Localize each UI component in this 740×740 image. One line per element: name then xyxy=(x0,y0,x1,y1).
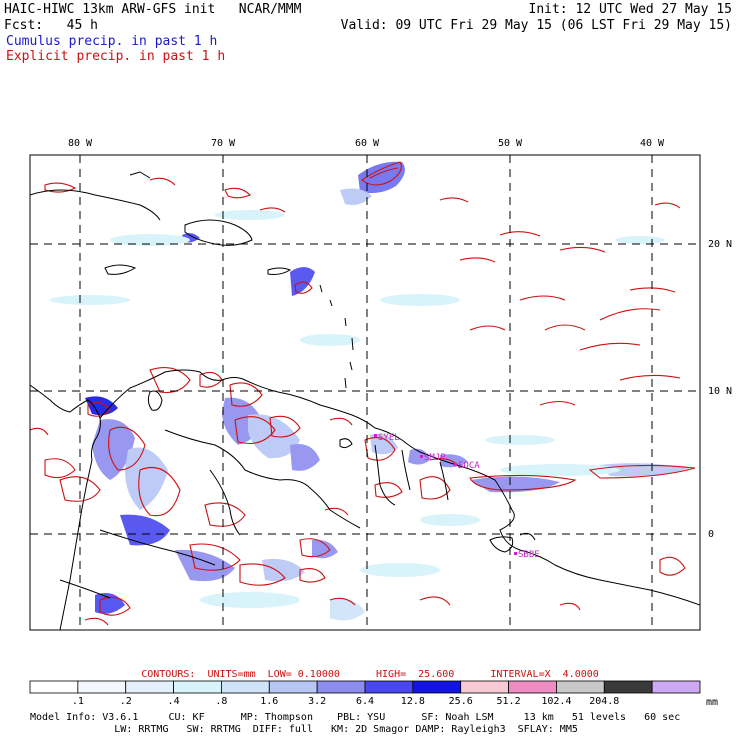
map-background xyxy=(30,155,700,630)
lat-lon-grid xyxy=(30,155,700,630)
light-cumulus-areas xyxy=(50,210,665,608)
lat-label: 0 xyxy=(708,529,714,540)
station-markers xyxy=(374,434,517,555)
colorbar-tick: 1.6 xyxy=(260,696,278,707)
plot-title: HAIC-HIWC 13km ARW-GFS init NCAR/MMM xyxy=(4,2,302,17)
cumulus-legend-label: Cumulus precip. in past 1 h xyxy=(6,34,218,49)
explicit-precip-contours xyxy=(30,161,696,626)
colorbar-swatch xyxy=(412,680,462,694)
colorbar-swatch xyxy=(173,680,222,694)
model-info-line1: Model Info: V3.6.1 CU: KF MP: Thompson P… xyxy=(30,712,681,723)
colorbar-swatch xyxy=(364,680,414,694)
colorbar-tick: 3.2 xyxy=(308,696,326,707)
colorbar: .1 .2 .4 .8 1.6 3.2 6.4 12.8 25.6 51.2 102.4 204.8 xyxy=(29,680,701,707)
lon-label: 70 W xyxy=(211,138,236,149)
map-frame xyxy=(29,154,701,631)
colorbar-tick: 102.4 xyxy=(541,696,571,707)
valid-time: Valid: 09 UTC Fri 29 May 15 (06 LST Fri … xyxy=(340,18,732,33)
lon-label: 50 W xyxy=(498,138,523,149)
colorbar-tick: 204.8 xyxy=(589,696,619,707)
colorbar-tick: .2 xyxy=(120,696,132,707)
colorbar-swatch xyxy=(268,680,318,694)
explicit-legend-label: Explicit precip. in past 1 h xyxy=(6,49,226,64)
colorbar-tick: .4 xyxy=(168,696,180,707)
colorbar-swatch xyxy=(29,680,79,694)
lat-label: 10 N xyxy=(708,386,732,397)
station-label: SOCA xyxy=(458,461,480,471)
lon-label: 40 W xyxy=(640,138,665,149)
colorbar-swatch xyxy=(556,680,605,694)
forecast-hour: Fcst: 45 h xyxy=(4,18,98,33)
colorbar-swatch xyxy=(651,680,701,694)
init-time: Init: 12 UTC Wed 27 May 15 xyxy=(528,2,733,17)
colorbar-swatch xyxy=(508,680,557,694)
lon-label: 80 W xyxy=(68,138,93,149)
colorbar-swatch xyxy=(316,680,366,694)
colorbar-tick: .1 xyxy=(72,696,84,707)
colorbar-tick: .8 xyxy=(215,696,227,707)
coastlines xyxy=(30,171,700,630)
colorbar-tick: 25.6 xyxy=(449,696,473,707)
colorbar-tick: 51.2 xyxy=(497,696,521,707)
colorbar-tick: 12.8 xyxy=(401,696,425,707)
colorbar-swatch xyxy=(460,680,509,694)
station-label: SMJP xyxy=(424,453,446,463)
colorbar-swatch xyxy=(125,680,174,694)
contour-info: CONTOURS: UNITS=mm LOW= 0.10000 HIGH= 25… xyxy=(141,669,599,680)
lat-label: 20 N xyxy=(708,239,732,250)
model-info-line2: LW: RRTMG SW: RRTMG DIFF: full KM: 2D Sm… xyxy=(30,724,578,735)
station-label: SBBE xyxy=(518,550,540,560)
colorbar-swatch xyxy=(603,680,653,694)
colorbar-units: mm xyxy=(706,697,718,708)
colorbar-swatch xyxy=(221,680,270,694)
station-label: SYEL xyxy=(378,433,400,443)
colorbar-tick: 6.4 xyxy=(356,696,374,707)
lon-label: 60 W xyxy=(355,138,380,149)
colorbar-swatch xyxy=(77,680,127,694)
